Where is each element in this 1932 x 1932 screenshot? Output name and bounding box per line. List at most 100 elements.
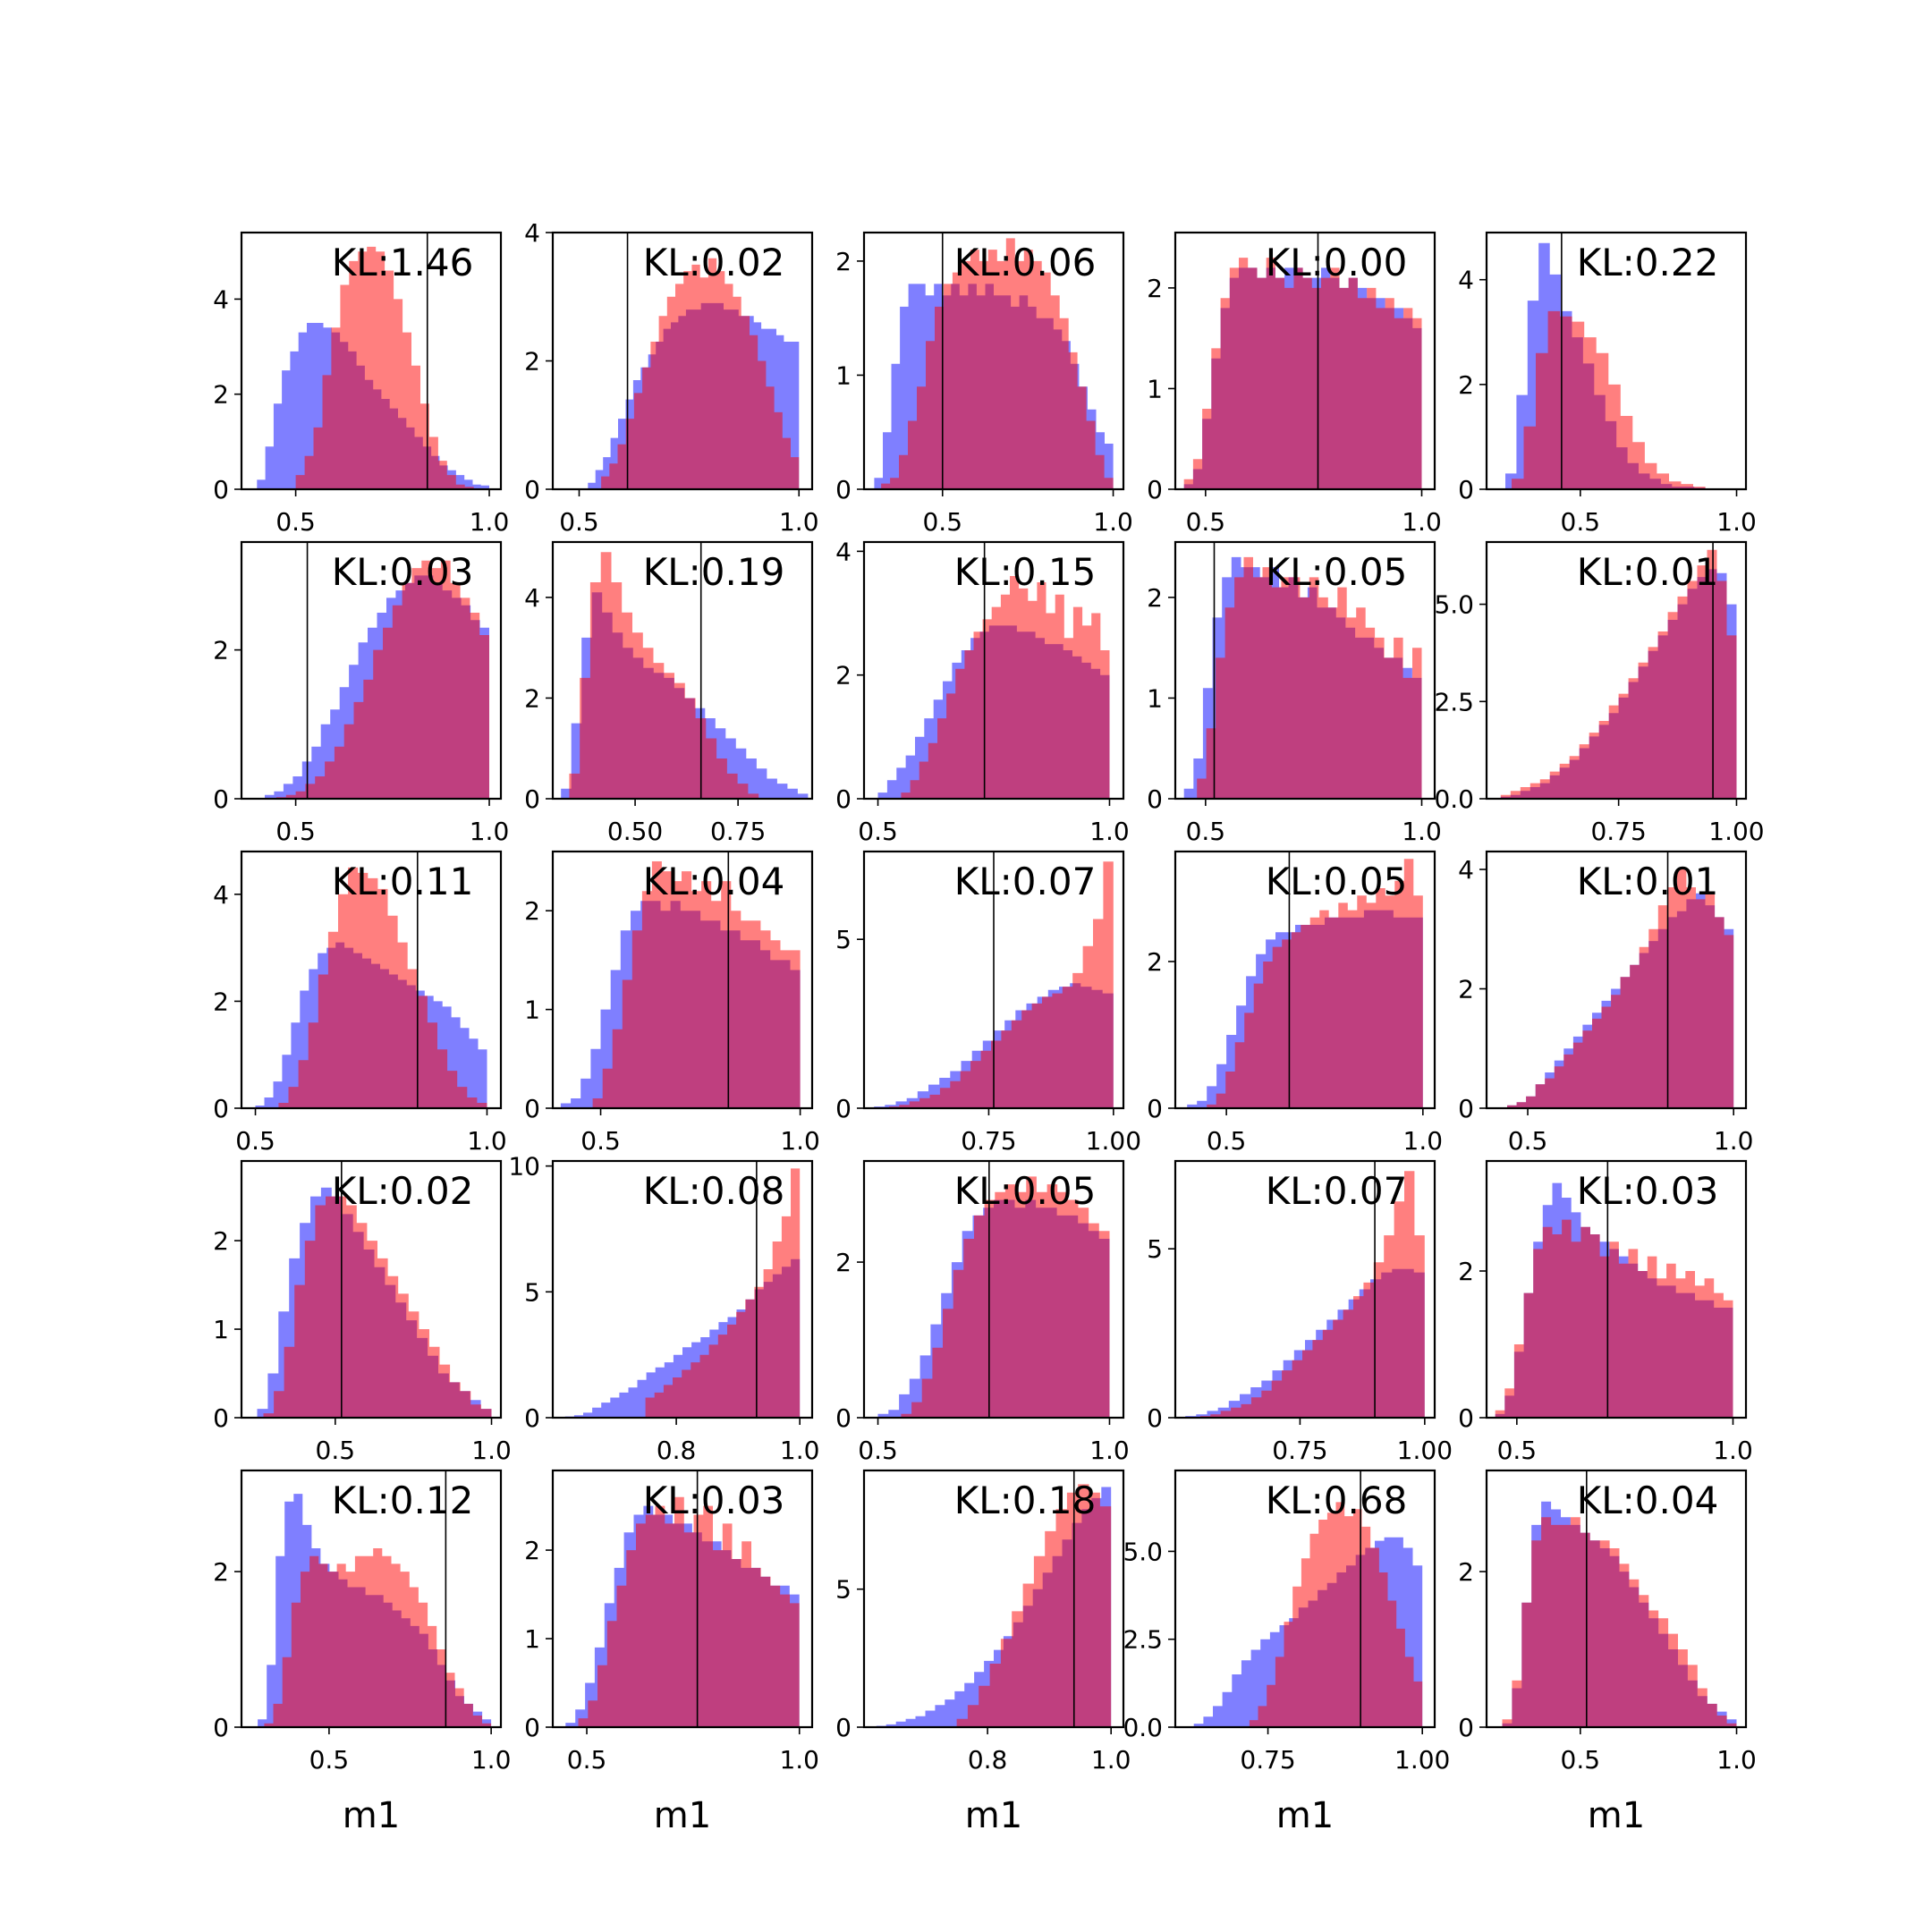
- y-tick-label: 2: [835, 1248, 852, 1277]
- histogram-red: [295, 246, 474, 489]
- x-tick-label: 0.5: [275, 507, 316, 537]
- histogram-red: [278, 867, 487, 1108]
- histogram-red: [569, 552, 759, 799]
- y-tick-label: 1: [524, 996, 540, 1025]
- y-tick-label: 2: [524, 683, 540, 713]
- histogram-red: [578, 1496, 800, 1727]
- kl-annotation: KL:0.03: [332, 550, 474, 594]
- y-tick-label: 1: [1147, 683, 1163, 713]
- y-tick-label: 0: [1147, 1094, 1163, 1123]
- x-tick-label: 1.0: [471, 1436, 512, 1465]
- x-tick-label: 1.0: [1091, 1745, 1131, 1775]
- axes-frame: [1485, 231, 1748, 491]
- histogram-red: [1495, 1219, 1733, 1418]
- x-tick-label: 0.5: [1207, 1126, 1247, 1156]
- y-tick-label: 4: [213, 880, 229, 910]
- histogram-red: [1507, 869, 1734, 1108]
- histogram-red: [1199, 1171, 1425, 1418]
- y-tick-label: 2.5: [1434, 687, 1474, 716]
- x-tick-label: 1.0: [1089, 817, 1130, 846]
- y-tick-label: 0: [213, 1094, 229, 1123]
- y-tick-label: 2: [1458, 370, 1474, 400]
- panel-4-4: 0 5 0.75 1.00 KL:0.07: [1147, 1159, 1453, 1465]
- x-axis-label: m1: [965, 1795, 1022, 1836]
- y-tick-label: 0: [1458, 1094, 1474, 1123]
- x-tick-label: 0.5: [235, 1126, 275, 1156]
- y-tick-label: 0: [213, 475, 229, 504]
- panel-3-2: 0 1 2 0.5 1.0 KL:0.04: [524, 850, 820, 1156]
- kl-annotation: KL:0.22: [1577, 241, 1719, 284]
- panel-4-1: 0 1 2 0.5 1.0 KL:0.02: [213, 1159, 512, 1465]
- x-tick-label: 0.5: [309, 1745, 350, 1775]
- panel-2-1: 0 2 0.5 1.0 KL:0.03: [213, 540, 509, 846]
- axes-frame: [862, 540, 1125, 801]
- axes-frame: [551, 540, 814, 801]
- axes-frame: [240, 1469, 503, 1729]
- x-tick-label: 0.5: [1561, 507, 1601, 537]
- x-tick-label: 1.0: [1714, 1126, 1754, 1156]
- kl-annotation: KL:0.02: [332, 1169, 474, 1213]
- x-tick-label: 1.0: [1093, 507, 1133, 537]
- y-tick-label: 2: [213, 1226, 229, 1256]
- axes-frame: [1485, 1159, 1748, 1419]
- x-tick-label: 0.5: [567, 1745, 607, 1775]
- x-tick-label: 0.5: [559, 507, 599, 537]
- panel-5-3: 0 5 0.8 1.0 KL:0.18 m1: [835, 1469, 1131, 1836]
- y-tick-label: 4: [524, 218, 540, 248]
- panel-5-1: 0 2 0.5 1.0 KL:0.12 m1: [213, 1469, 511, 1836]
- kl-annotation: KL:0.04: [643, 860, 785, 903]
- x-tick-label: 1.00: [1397, 1436, 1453, 1465]
- x-tick-label: 1.00: [1708, 817, 1764, 846]
- y-tick-label: 10: [508, 1152, 540, 1182]
- y-tick-label: 5.0: [1123, 1537, 1163, 1566]
- x-tick-label: 0.75: [1240, 1745, 1295, 1775]
- x-tick-label: 1.0: [779, 507, 819, 537]
- histogram-red: [1249, 1502, 1423, 1727]
- y-tick-label: 0: [835, 784, 852, 814]
- histogram-red: [1207, 859, 1423, 1108]
- axes-frame: [240, 540, 503, 801]
- histogram-red: [1183, 258, 1422, 489]
- x-tick-label: 1.0: [1089, 1436, 1130, 1465]
- y-tick-label: 2: [524, 347, 540, 377]
- y-tick-label: 2: [213, 636, 229, 665]
- y-tick-label: 0: [1458, 1713, 1474, 1742]
- panel-1-4: 0 1 2 0.5 1.0 KL:0.00: [1147, 231, 1442, 537]
- kl-annotation: KL:0.01: [1577, 860, 1719, 903]
- x-tick-label: 0.5: [858, 1436, 898, 1465]
- y-tick-label: 5: [1147, 1234, 1163, 1264]
- y-tick-label: 0: [213, 1403, 229, 1433]
- y-tick-label: 0.0: [1123, 1713, 1163, 1742]
- kl-annotation: KL:0.19: [643, 550, 785, 594]
- panel-2-3: 0 2 4 0.5 1.0 KL:0.15: [835, 537, 1130, 846]
- y-tick-label: 5.0: [1434, 590, 1474, 620]
- y-tick-label: 2: [1458, 1557, 1474, 1587]
- histogram-red: [1500, 549, 1737, 799]
- x-tick-label: 1.0: [1713, 1436, 1753, 1465]
- panel-1-1: 0 2 4 0.5 1.0 KL:1.46: [213, 231, 509, 537]
- axes-frame: [240, 1159, 503, 1419]
- y-tick-label: 1: [1147, 374, 1163, 403]
- axes-frame: [1174, 850, 1436, 1110]
- x-axis-label: m1: [1588, 1795, 1645, 1836]
- y-tick-label: 0: [1147, 784, 1163, 814]
- x-tick-label: 0.5: [1186, 507, 1226, 537]
- y-tick-label: 2: [213, 1557, 229, 1587]
- panel-1-3: 0 1 2 0.5 1.0 KL:0.06: [835, 231, 1133, 537]
- axes-frame: [551, 1159, 814, 1419]
- x-tick-label: 0.75: [961, 1126, 1016, 1156]
- kl-annotation: KL:0.02: [643, 241, 785, 284]
- y-tick-label: 2: [1147, 583, 1163, 613]
- y-tick-label: 0: [524, 784, 540, 814]
- x-tick-label: 0.75: [1272, 1436, 1327, 1465]
- x-tick-label: 0.5: [858, 817, 898, 846]
- histogram-red: [1512, 310, 1706, 489]
- kl-annotation: KL:0.06: [954, 241, 1097, 284]
- kl-annotation: KL:0.18: [954, 1479, 1097, 1522]
- y-tick-label: 4: [835, 537, 852, 566]
- panel-2-2: 0 2 4 0.50 0.75 KL:0.19: [524, 540, 814, 846]
- y-tick-label: 2: [835, 661, 852, 691]
- y-tick-label: 0: [213, 1713, 229, 1742]
- axes-frame: [240, 231, 503, 491]
- histogram-red: [901, 576, 1110, 799]
